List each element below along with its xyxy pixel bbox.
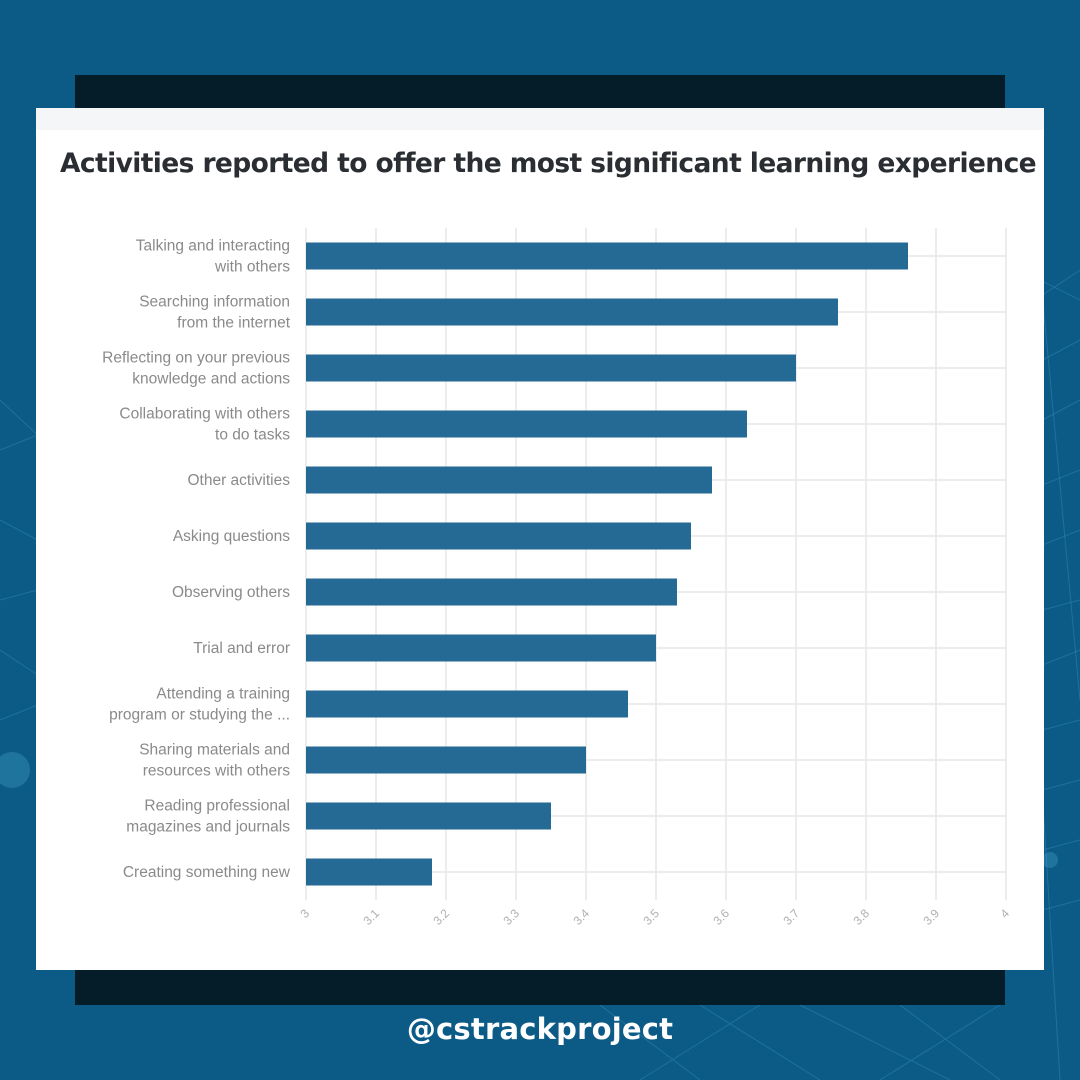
chart-card: Activities reported to offer the most si… — [36, 108, 1044, 970]
bar — [306, 466, 712, 494]
category-label: magazines and journals — [126, 819, 290, 836]
category-label: Asking questions — [173, 528, 290, 545]
x-tick-label: 3 — [297, 906, 312, 921]
bar — [306, 354, 796, 382]
x-tick-label: 3.1 — [360, 906, 382, 928]
category-label: from the internet — [177, 315, 291, 332]
category-label: Trial and error — [193, 640, 290, 657]
category-label: Reading professional — [144, 798, 290, 815]
bar — [306, 242, 908, 270]
bar — [306, 410, 747, 438]
category-label: with others — [214, 259, 290, 276]
bar — [306, 802, 551, 830]
category-label: program or studying the ... — [109, 707, 290, 724]
social-handle: @cstrackproject — [406, 1012, 674, 1046]
chart-title: Activities reported to offer the most si… — [60, 148, 1037, 179]
category-label: Other activities — [187, 472, 290, 489]
x-tick-label: 3.9 — [920, 906, 942, 928]
x-tick-label: 3.8 — [850, 906, 872, 928]
bar — [306, 690, 628, 718]
bar — [306, 634, 656, 662]
x-tick-label: 3.5 — [640, 906, 662, 928]
x-tick-label: 3.2 — [430, 906, 452, 928]
category-label: Reflecting on your previous — [102, 350, 290, 367]
x-tick-label: 3.7 — [780, 906, 802, 928]
x-tick-label: 3.4 — [570, 906, 592, 928]
category-label: Attending a training — [156, 686, 290, 703]
x-tick-label: 3.3 — [500, 906, 522, 928]
category-label: Sharing materials and — [139, 742, 290, 759]
category-label: Talking and interacting — [136, 238, 290, 255]
bar — [306, 522, 691, 550]
x-tick-label: 4 — [997, 906, 1012, 921]
category-label: knowledge and actions — [132, 371, 290, 388]
category-label: Collaborating with others — [119, 406, 290, 423]
category-label: to do tasks — [215, 427, 290, 444]
card-top-strip — [36, 108, 1044, 130]
category-label: Searching information — [139, 294, 290, 311]
bar — [306, 746, 586, 774]
category-label: Observing others — [172, 584, 290, 601]
bar — [306, 298, 838, 326]
x-tick-label: 3.6 — [710, 906, 732, 928]
category-label: resources with others — [143, 763, 291, 780]
bar — [306, 858, 432, 886]
bar-chart: 3 3.1 3.2 3.3 3.4 3.5 3.6 3.7 3.8 3.9 4 Talking and… — [102, 228, 1012, 928]
category-label: Creating something new — [123, 864, 291, 881]
bar — [306, 578, 677, 606]
